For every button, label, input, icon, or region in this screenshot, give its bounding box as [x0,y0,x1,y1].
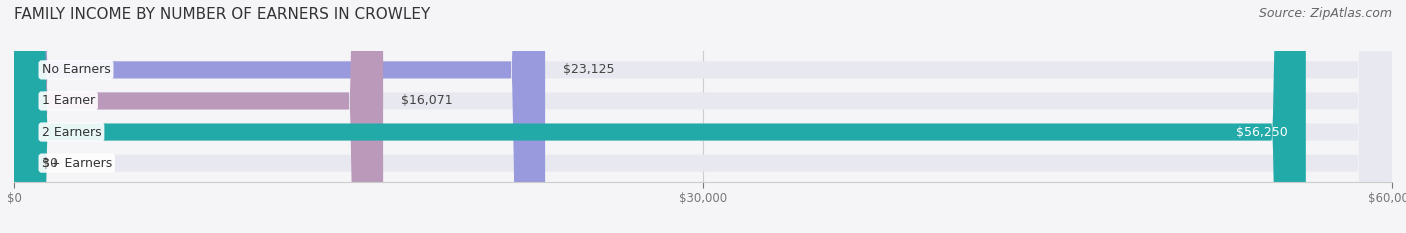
Text: $56,250: $56,250 [1236,126,1288,139]
Text: 3+ Earners: 3+ Earners [42,157,112,170]
Text: Source: ZipAtlas.com: Source: ZipAtlas.com [1258,7,1392,20]
Text: 2 Earners: 2 Earners [42,126,101,139]
Text: $23,125: $23,125 [564,63,614,76]
Text: $0: $0 [42,157,58,170]
Text: FAMILY INCOME BY NUMBER OF EARNERS IN CROWLEY: FAMILY INCOME BY NUMBER OF EARNERS IN CR… [14,7,430,22]
Text: $16,071: $16,071 [402,94,453,107]
FancyBboxPatch shape [14,0,1306,233]
FancyBboxPatch shape [14,0,1392,233]
FancyBboxPatch shape [14,0,1392,233]
Text: No Earners: No Earners [42,63,110,76]
FancyBboxPatch shape [14,0,1392,233]
FancyBboxPatch shape [14,0,546,233]
FancyBboxPatch shape [14,0,382,233]
FancyBboxPatch shape [14,0,1392,233]
Text: 1 Earner: 1 Earner [42,94,94,107]
